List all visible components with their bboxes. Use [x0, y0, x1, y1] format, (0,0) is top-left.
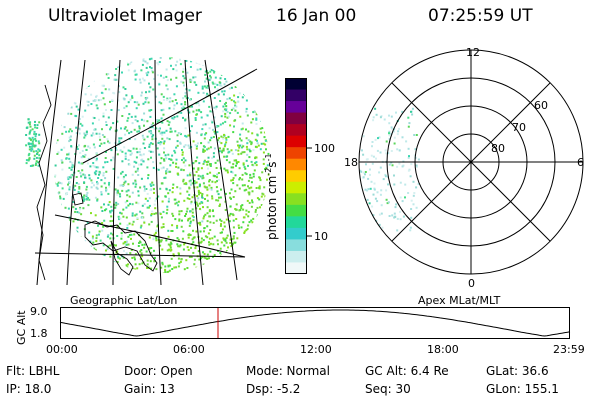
polar-mlat-mlt-panel [358, 49, 584, 275]
geographic-image-panel [25, 57, 270, 286]
earth-disc [54, 57, 270, 273]
colorbar-cell [285, 101, 307, 114]
colorbar-cell [285, 204, 307, 217]
info-ip: IP: 18.0 [6, 382, 52, 396]
mlat-label-70: 70 [512, 121, 526, 134]
altitude-curve [59, 309, 571, 337]
colorbar-cell [285, 227, 307, 240]
mlat-label-60: 60 [534, 99, 548, 112]
info-mode: Mode: Normal [246, 364, 330, 378]
instrument-title: Ultraviolet Imager [48, 6, 202, 26]
colorbar-cell [285, 262, 307, 275]
colorbar-cell [285, 239, 307, 252]
info-dsp: Dsp: -5.2 [246, 382, 301, 396]
altitude-xtick-4: 23:59 [553, 343, 585, 356]
info-gain: Gain: 13 [124, 382, 175, 396]
info-glat: GLat: 36.6 [486, 364, 549, 378]
info-gc-alt: GC Alt: 6.4 Re [365, 364, 449, 378]
colorbar-cell [285, 170, 307, 183]
altitude-ytick-top: 9.0 [30, 305, 48, 318]
colorbar-cell [285, 124, 307, 137]
date-label: 16 Jan 00 [276, 6, 357, 26]
polar-emission-dots [359, 107, 420, 232]
lat-lon-grid [34, 59, 258, 286]
info-door: Door: Open [124, 364, 193, 378]
altitude-plot [59, 307, 571, 339]
altitude-xtick-0: 00:00 [46, 343, 78, 356]
colorbar-cell [285, 89, 307, 102]
colorbar-unit-label: photon cm-2s-1 [264, 153, 279, 240]
info-glon: GLon: 155.1 [486, 382, 559, 396]
mlat-label-80: 80 [491, 142, 505, 155]
altitude-xtick-1: 06:00 [173, 343, 205, 356]
colorbar-cell [285, 193, 307, 206]
altitude-xtick-2: 12:00 [300, 343, 332, 356]
colorbar-cell [285, 78, 307, 91]
colorbar-cell [285, 181, 307, 194]
time-label: 07:25:59 UT [428, 6, 533, 26]
mlt-label-18: 18 [344, 156, 358, 169]
colorbar-cell [285, 147, 307, 160]
colorbar-cell [285, 112, 307, 125]
info-flt: Flt: LBHL [6, 364, 60, 378]
altitude-ytick-bottom: 1.8 [30, 327, 48, 340]
coastline-outline [36, 84, 158, 281]
mlt-label-0: 0 [468, 277, 475, 290]
colorbar-tick-10: 10 [314, 230, 328, 243]
geo-panel-caption: Geographic Lat/Lon [70, 294, 178, 307]
colorbar-cell [285, 135, 307, 148]
mlt-label-6: 6 [577, 156, 584, 169]
altitude-xtick-3: 18:00 [427, 343, 459, 356]
altitude-ylabel: GC Alt [15, 310, 28, 345]
colorbar-cell [285, 250, 307, 263]
colorbar [285, 78, 312, 275]
colorbar-tick-100: 100 [314, 142, 335, 155]
info-seq: Seq: 30 [365, 382, 411, 396]
mlt-label-12: 12 [466, 46, 480, 59]
polar-panel-caption: Apex MLat/MLT [418, 294, 501, 307]
altitude-plot-frame [60, 307, 570, 339]
limb-emission-dots [25, 118, 41, 167]
colorbar-cell [285, 216, 307, 229]
colorbar-cell [285, 158, 307, 171]
